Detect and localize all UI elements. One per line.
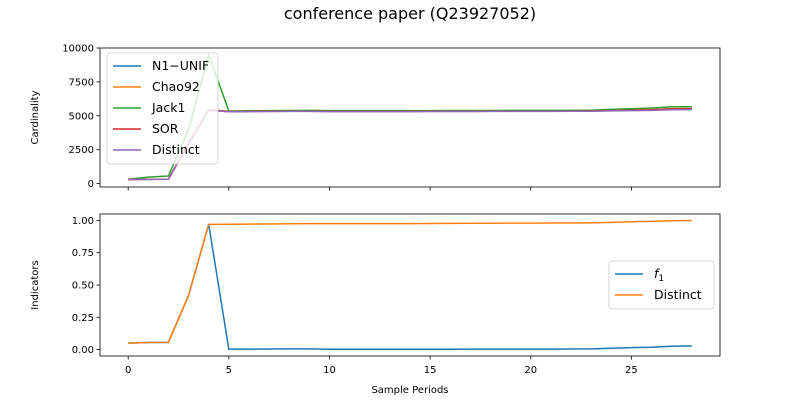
legend: f1 Distinct	[608, 260, 715, 310]
legend-box	[608, 260, 715, 310]
x-tick-label: 25	[625, 365, 638, 376]
y-tick-label: 7500	[69, 77, 94, 88]
plot-frame	[99, 47, 721, 188]
legend-label: Chao92	[152, 79, 200, 94]
series-line-3	[128, 52, 692, 181]
y-axis-label: Cardinality	[30, 90, 41, 144]
legend-box	[106, 52, 219, 165]
chart-panel-2: 0 5 10 15 20 25 0.00 0.25 0.50 0.75 1.00 Indicators…	[30, 213, 721, 396]
x-tick-label: 10	[323, 365, 336, 376]
y-tick-label: 2500	[69, 145, 94, 156]
y-tick-label: 0.00	[72, 345, 94, 356]
y-tick-label: 0.75	[72, 248, 94, 259]
y-tick-label: 0	[88, 179, 94, 190]
y-tick-label: 5000	[69, 111, 94, 122]
x-tick-label: 15	[424, 365, 437, 376]
series-line-1	[128, 224, 692, 351]
legend-label: Jack1	[151, 100, 185, 115]
legend-label: Distinct	[654, 287, 702, 302]
chart-panel-1: 0 2500 5000 7500 10000 Cardinality N1−UNIF Chao…	[30, 44, 721, 191]
legend: N1−UNIF Chao92 Jack1 SOR Distinct	[106, 52, 219, 165]
chart-title: conference paper (Q23927052)	[284, 4, 536, 23]
x-tick-label: 5	[226, 365, 232, 376]
series-line-2	[128, 219, 692, 344]
y-tick-label: 1.00	[72, 216, 94, 227]
legend-label: SOR	[152, 121, 179, 136]
x-tick-label: 20	[524, 365, 537, 376]
y-tick-label: 10000	[62, 44, 94, 55]
legend-label: Distinct	[152, 142, 200, 157]
x-axis-label: Sample Periods	[371, 385, 448, 396]
legend-label: N1−UNIF	[152, 58, 209, 73]
legend-label: f1	[654, 266, 664, 284]
y-tick-label: 0.25	[72, 313, 94, 324]
y-tick-label: 0.50	[72, 281, 94, 292]
x-tick-label: 0	[125, 365, 131, 376]
y-axis-label: Indicators	[30, 260, 41, 309]
series-line-5	[128, 108, 692, 181]
